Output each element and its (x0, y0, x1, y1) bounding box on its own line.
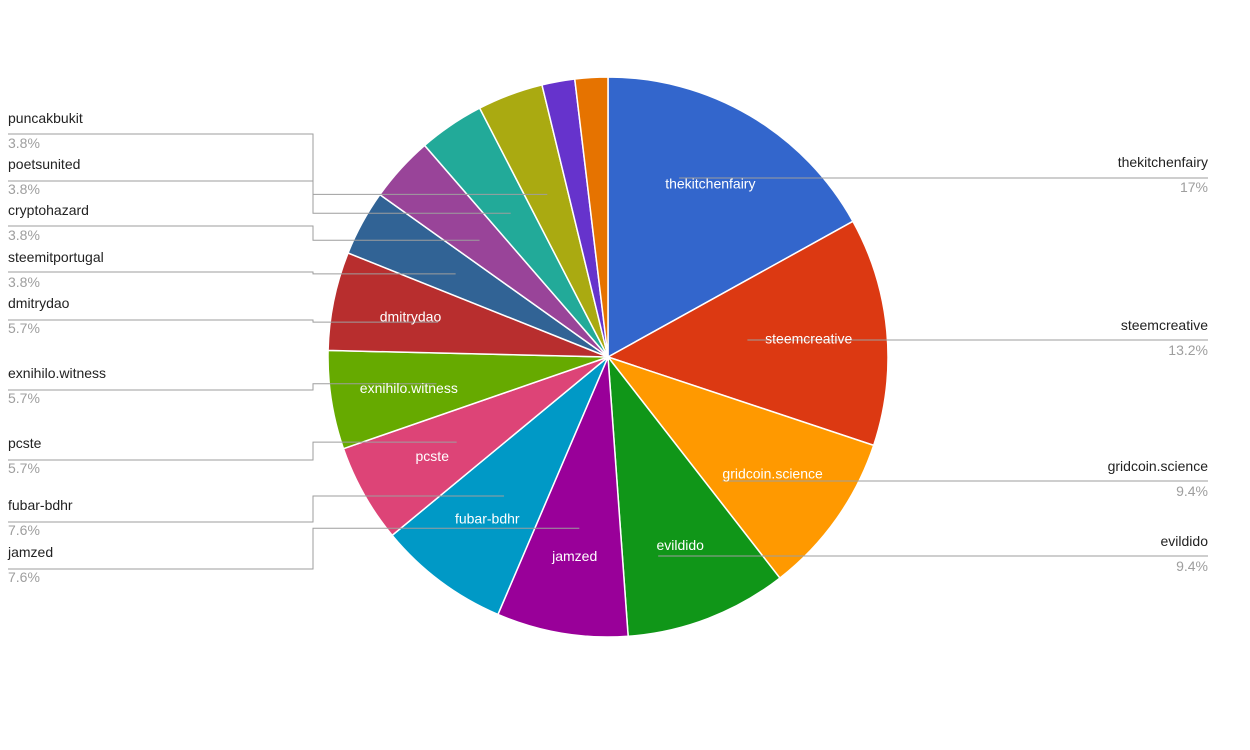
leader-line-exnihilo-witness (8, 383, 437, 391)
slice-label-dmitrydao: dmitrydao (380, 309, 442, 325)
legend-percent-steemcreative: 13.2% (1168, 342, 1208, 358)
legend-percent-fubar-bdhr: 7.6% (8, 522, 40, 538)
legend-percent-thekitchenfairy: 17% (1180, 179, 1208, 195)
slice-label-exnihilo-witness: exnihilo.witness (360, 380, 458, 396)
legend-percent-jamzed: 7.6% (8, 569, 40, 585)
leader-line-puncakbukit (8, 133, 548, 195)
leader-line-jamzed (8, 527, 580, 570)
slice-label-steemcreative: steemcreative (765, 330, 852, 346)
slice-labels: thekitchenfairy steemcreative gridcoin.sci… (360, 175, 853, 564)
pie-slice-steemcreative (606, 220, 889, 447)
slice-label-thekitchenfairy: thekitchenfairy (665, 175, 755, 191)
legend-percent-gridcoin-science: 9.4% (1176, 483, 1208, 499)
leader-line-pcste (8, 441, 457, 461)
legend-name-gridcoin-science: gridcoin.science (1108, 458, 1209, 474)
legend-name-pcste: pcste (8, 435, 42, 451)
legend-name-steemitportugal: steemitportugal (8, 249, 104, 265)
leader-line-poetsunited (8, 180, 511, 214)
legend-labels: thekitchenfairy 17% steemcreative 13.2% grid… (7, 110, 1208, 585)
pie-slice-evildido (607, 354, 781, 638)
pie-slice-gridcoin-science (605, 355, 875, 580)
pie-slice-jamzed (496, 356, 629, 638)
legend-name-jamzed: jamzed (7, 544, 53, 560)
slice-label-jamzed: jamzed (551, 548, 597, 564)
legend-percent-exnihilo-witness: 5.7% (8, 390, 40, 406)
legend-name-thekitchenfairy: thekitchenfairy (1118, 154, 1208, 170)
slice-label-fubar-bdhr: fubar-bdhr (455, 510, 520, 526)
pie-slice-thekitchenfairy (607, 76, 854, 359)
pie-slice-unlabeled-14 (573, 76, 609, 358)
legend-name-cryptohazard: cryptohazard (8, 202, 89, 218)
leader-line-fubar-bdhr (8, 495, 505, 523)
legend-name-fubar-bdhr: fubar-bdhr (8, 497, 73, 513)
leader-line-dmitrydao (8, 319, 438, 323)
leader-line-cryptohazard (8, 225, 480, 241)
legend-name-dmitrydao: dmitrydao (8, 295, 70, 311)
slice-label-gridcoin-science: gridcoin.science (722, 465, 823, 481)
slice-label-evildido: evildido (656, 537, 704, 553)
legend-name-poetsunited: poetsunited (8, 156, 80, 172)
leader-lines (8, 133, 1208, 570)
leader-line-steemitportugal (8, 271, 456, 275)
legend-name-evildido: evildido (1161, 533, 1209, 549)
legend-percent-evildido: 9.4% (1176, 558, 1208, 574)
legend-percent-puncakbukit: 3.8% (8, 135, 40, 151)
slice-label-pcste: pcste (416, 448, 450, 464)
legend-name-steemcreative: steemcreative (1121, 317, 1208, 333)
legend-percent-dmitrydao: 5.7% (8, 320, 40, 336)
legend-percent-cryptohazard: 3.8% (8, 227, 40, 243)
legend-name-exnihilo-witness: exnihilo.witness (8, 365, 106, 381)
legend-percent-steemitportugal: 3.8% (8, 274, 40, 290)
legend-percent-poetsunited: 3.8% (8, 181, 40, 197)
legend-name-puncakbukit: puncakbukit (8, 110, 83, 126)
legend-percent-pcste: 5.7% (8, 460, 40, 476)
pie-slice-fubar-bdhr (391, 356, 609, 616)
pie-slices (327, 76, 889, 638)
